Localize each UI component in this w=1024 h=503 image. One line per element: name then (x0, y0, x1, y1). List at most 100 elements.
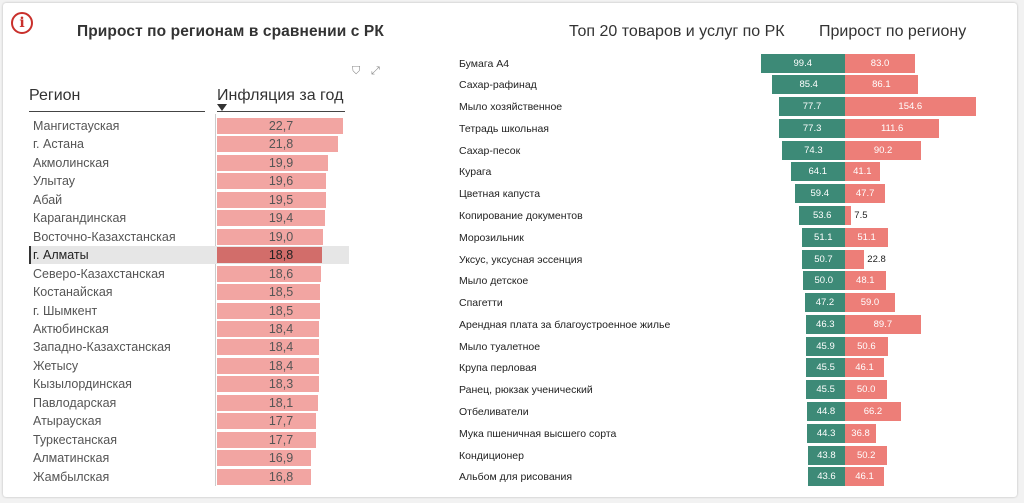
kz-growth-bar[interactable] (806, 401, 845, 421)
inflation-bar[interactable] (217, 339, 320, 356)
region-name[interactable]: Туркестанская (33, 432, 117, 447)
region-growth-bar[interactable] (845, 97, 976, 117)
region-growth-bar[interactable] (845, 227, 889, 247)
inflation-bar[interactable] (217, 302, 320, 319)
region-name[interactable]: Восточно-Казахстанская (33, 229, 176, 244)
region-growth-bar[interactable] (845, 162, 880, 182)
goods-category-label: Арендная плата за благоустроенное жилье (459, 318, 671, 331)
inflation-value-label: 16,9 (268, 451, 294, 466)
region-growth-bar[interactable] (845, 336, 888, 356)
region-name[interactable]: Костанайская (33, 285, 113, 300)
inflation-bar[interactable] (217, 413, 316, 430)
kz-growth-bar[interactable] (790, 162, 845, 182)
kz-growth-bar[interactable] (794, 184, 845, 204)
kz-growth-bar[interactable] (799, 205, 845, 225)
region-growth-value: 90.2 (873, 144, 893, 156)
region-growth-bar[interactable] (845, 184, 886, 204)
kz-growth-bar[interactable] (806, 380, 845, 400)
inflation-bar[interactable] (217, 357, 320, 374)
filter-icon[interactable]: ⛉ (352, 65, 361, 77)
kz-growth-bar[interactable] (801, 249, 845, 269)
kz-growth-bar[interactable] (781, 140, 845, 160)
kz-growth-bar[interactable] (802, 271, 845, 291)
region-name[interactable]: г. Астана (33, 137, 84, 152)
region-growth-bar[interactable] (845, 401, 901, 421)
inflation-bar[interactable] (217, 247, 322, 264)
selected-row-marker (29, 246, 31, 265)
kz-growth-bar[interactable] (806, 358, 845, 378)
region-growth-bar[interactable] (845, 314, 921, 334)
region-growth-value: 89.7 (873, 318, 893, 330)
region-name[interactable]: Жамбылская (33, 469, 110, 484)
info-icon[interactable]: i (11, 12, 33, 34)
region-growth-bar[interactable] (845, 53, 916, 73)
region-name[interactable]: Карагандинская (33, 211, 127, 226)
inflation-value-label: 18,5 (268, 303, 294, 318)
kz-growth-bar[interactable] (772, 75, 845, 95)
kz-growth-value: 45.5 (816, 362, 835, 374)
sort-desc-icon[interactable] (217, 104, 227, 111)
goods-category-label: Отбеливатели (459, 405, 529, 418)
inflation-value-label: 19,6 (268, 174, 294, 189)
inflation-bar[interactable] (217, 320, 320, 337)
inflation-value-label: 22,7 (268, 119, 294, 133)
kz-growth-bar[interactable] (779, 97, 845, 117)
region-growth-bar[interactable] (845, 423, 877, 443)
expand-icon[interactable]: ⤢ (371, 65, 380, 77)
region-name[interactable]: Павлодарская (33, 395, 117, 410)
kz-growth-bar[interactable] (805, 314, 845, 334)
kz-growth-bar[interactable] (807, 445, 845, 465)
region-name[interactable]: Актюбинская (33, 321, 109, 336)
inflation-bar[interactable] (217, 431, 316, 448)
region-growth-bar[interactable] (845, 140, 922, 160)
inflation-bar[interactable] (217, 210, 325, 227)
region-column-header[interactable]: Регион (29, 87, 81, 104)
kz-growth-value: 53.6 (812, 209, 832, 221)
region-growth-bar[interactable] (845, 75, 918, 95)
inflation-bar[interactable] (217, 450, 312, 467)
region-name[interactable]: Алматинская (33, 451, 110, 466)
kz-growth-bar[interactable] (806, 336, 845, 356)
inflation-bar[interactable] (217, 154, 328, 171)
region-name[interactable]: г. Алматы (33, 248, 89, 263)
inflation-bar[interactable] (217, 173, 327, 190)
kz-growth-bar[interactable] (804, 293, 845, 313)
region-growth-bar[interactable] (845, 205, 852, 225)
region-growth-bar[interactable] (845, 293, 895, 313)
region-growth-bar[interactable] (845, 445, 888, 465)
region-growth-bar[interactable] (845, 249, 865, 269)
kz-growth-bar[interactable] (779, 118, 845, 138)
region-name[interactable]: г. Шымкент (33, 303, 98, 318)
inflation-bar[interactable] (217, 118, 344, 134)
inflation-bar[interactable] (217, 394, 318, 411)
region-name[interactable]: Атырауская (33, 414, 102, 429)
inflation-bar[interactable] (217, 284, 320, 301)
region-growth-value: 50.2 (856, 449, 876, 461)
goods-category-label: Ранец, рюкзак ученический (459, 384, 593, 397)
inflation-bar[interactable] (217, 136, 339, 153)
inflation-bar[interactable] (217, 468, 311, 485)
region-name[interactable]: Улытау (33, 174, 76, 189)
region-name[interactable]: Акмолинская (33, 155, 109, 170)
inflation-column-header[interactable]: Инфляция за год (217, 87, 344, 104)
inflation-bar[interactable] (217, 376, 319, 393)
region-name[interactable]: Кызылординская (33, 377, 132, 392)
region-growth-bar[interactable] (845, 118, 940, 138)
kz-growth-bar[interactable] (807, 467, 845, 487)
region-growth-bar[interactable] (845, 271, 886, 291)
inflation-bar[interactable] (217, 191, 326, 208)
kz-growth-value: 46.3 (816, 318, 835, 330)
region-name[interactable]: Абай (33, 192, 63, 207)
region-growth-bar[interactable] (845, 380, 888, 400)
kz-growth-bar[interactable] (760, 53, 845, 73)
inflation-bar[interactable] (217, 265, 321, 282)
region-name[interactable]: Западно-Казахстанская (33, 340, 171, 355)
region-name[interactable]: Северо-Казахстанская (33, 266, 165, 281)
kz-growth-bar[interactable] (801, 227, 845, 247)
region-growth-bar[interactable] (845, 358, 884, 378)
region-name[interactable]: Жетысу (33, 358, 79, 373)
kz-growth-bar[interactable] (807, 423, 845, 443)
region-growth-bar[interactable] (845, 467, 884, 487)
region-name[interactable]: Мангистауская (33, 119, 120, 133)
inflation-bar[interactable] (217, 228, 323, 245)
